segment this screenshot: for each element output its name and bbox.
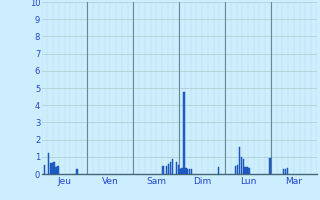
Bar xyxy=(235,166,236,174)
Bar xyxy=(48,153,49,174)
Bar xyxy=(218,167,219,174)
Bar xyxy=(172,159,173,174)
Bar xyxy=(185,168,187,174)
Bar xyxy=(162,166,164,174)
Bar xyxy=(44,165,45,174)
Bar xyxy=(239,147,240,174)
Bar xyxy=(180,169,181,174)
Bar xyxy=(52,163,53,174)
Bar xyxy=(57,166,59,174)
Bar xyxy=(191,169,192,174)
Bar xyxy=(284,169,286,174)
Bar xyxy=(176,162,177,174)
Bar xyxy=(170,162,171,174)
Bar xyxy=(248,168,250,174)
Bar xyxy=(55,167,57,174)
Bar xyxy=(76,169,78,174)
Bar xyxy=(178,165,179,174)
Bar xyxy=(183,92,185,174)
Bar xyxy=(187,169,188,174)
Bar xyxy=(237,165,238,174)
Bar xyxy=(283,169,284,174)
Bar xyxy=(244,167,246,174)
Bar xyxy=(189,169,190,174)
Bar xyxy=(181,168,183,174)
Bar xyxy=(241,157,242,174)
Bar xyxy=(50,163,51,174)
Bar xyxy=(53,162,55,174)
Bar xyxy=(286,168,288,174)
Bar xyxy=(243,159,244,174)
Bar xyxy=(246,167,248,174)
Bar xyxy=(269,158,271,174)
Bar xyxy=(168,164,169,174)
Bar xyxy=(166,166,167,174)
